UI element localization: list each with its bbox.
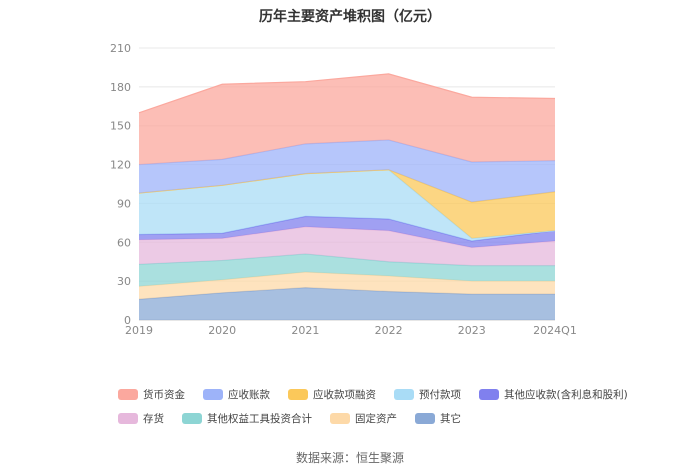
y-tick-label-60: 60: [117, 236, 131, 249]
chart-title: 历年主要资产堆积图（亿元）: [259, 9, 441, 25]
x-tick-label-0: 2019: [125, 324, 153, 337]
legend-item-other-equity-investments[interactable]: 其他权益工具投资合计: [182, 411, 312, 426]
x-tick-label-4: 2023: [458, 324, 486, 337]
legend-item-cash[interactable]: 货币资金: [118, 387, 185, 402]
legend-label-other-equity-investments: 其他权益工具投资合计: [207, 413, 312, 425]
area-series-1: [139, 272, 555, 300]
legend-item-others[interactable]: 其它: [415, 411, 461, 426]
x-tick-label-3: 2022: [375, 324, 403, 337]
legend-item-accounts-receivable[interactable]: 应收账款: [203, 387, 270, 402]
legend-item-other-receivables[interactable]: 其他应收款(含利息和股利): [479, 387, 628, 402]
area-series-8: [139, 73, 555, 165]
y-tick-label-120: 120: [110, 159, 131, 172]
x-tick-label-1: 2020: [208, 324, 236, 337]
legend-swatch-others: [415, 413, 435, 424]
legend-label-prepayments: 预付款项: [419, 389, 461, 401]
legend-label-cash: 货币资金: [143, 389, 185, 401]
x-tick-label-5: 2024Q1: [533, 324, 577, 337]
legend-label-other-receivables: 其他应收款(含利息和股利): [504, 389, 628, 401]
area-series-4: [139, 216, 555, 248]
legend-swatch-inventory: [118, 413, 138, 424]
legend-item-inventory[interactable]: 存货: [118, 411, 164, 426]
legend-item-fixed-assets[interactable]: 固定资产: [330, 411, 397, 426]
area-series-5: [139, 169, 555, 241]
x-tick-label-2: 2021: [291, 324, 319, 337]
legend-swatch-prepayments: [394, 389, 414, 400]
y-tick-label-210: 210: [110, 42, 131, 55]
y-tick-label-150: 150: [110, 120, 131, 133]
area-series-0: [139, 287, 555, 320]
legend-label-receivables-financing: 应收款项融资: [313, 389, 376, 401]
legend-swatch-fixed-assets: [330, 413, 350, 424]
legend-row-2: 存货 其他权益工具投资合计 固定资产 其它: [118, 411, 598, 426]
legend-item-prepayments[interactable]: 预付款项: [394, 387, 461, 402]
legend: 货币资金 应收账款 应收款项融资 预付款项 其他应收款(含利息和股利) 存货 其…: [118, 387, 628, 435]
data-source: 数据来源：恒生聚源: [295, 451, 404, 465]
y-tick-label-0: 0: [124, 314, 131, 327]
legend-label-others: 其它: [440, 413, 461, 425]
legend-item-receivables-financing[interactable]: 应收款项融资: [288, 387, 376, 402]
y-tick-label-30: 30: [117, 275, 131, 288]
area-series-6: [139, 169, 555, 239]
y-tick-label-90: 90: [117, 197, 131, 210]
legend-swatch-other-receivables: [479, 389, 499, 400]
legend-swatch-cash: [118, 389, 138, 400]
y-tick-label-180: 180: [110, 81, 131, 94]
legend-label-fixed-assets: 固定资产: [355, 413, 397, 425]
legend-swatch-receivables-financing: [288, 389, 308, 400]
area-series-3: [139, 226, 555, 266]
legend-row-1: 货币资金 应收账款 应收款项融资 预付款项 其他应收款(含利息和股利): [118, 387, 628, 402]
area-series-2: [139, 253, 555, 287]
axis-layer: 0 30 60 90 120 150 180 210 2019 2020 2021 2022 2023 2…: [110, 42, 577, 337]
area-layer: [138, 73, 556, 320]
line-series-8: [138, 73, 556, 114]
legend-label-accounts-receivable: 应收账款: [228, 389, 270, 401]
legend-label-inventory: 存货: [143, 413, 164, 425]
legend-swatch-accounts-receivable: [203, 389, 223, 400]
legend-swatch-other-equity-investments: [182, 413, 202, 424]
